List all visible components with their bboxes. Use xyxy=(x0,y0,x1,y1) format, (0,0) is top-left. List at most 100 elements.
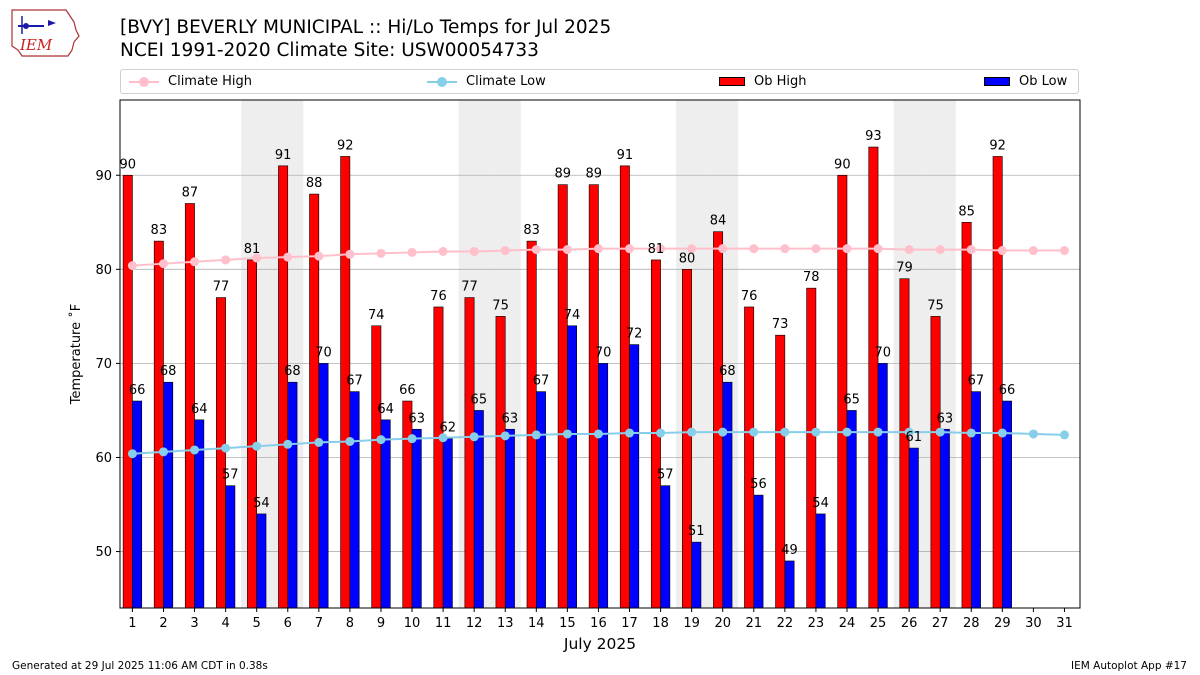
climate-low-point-1 xyxy=(127,449,137,459)
ob-high-bar-19 xyxy=(682,269,692,609)
ob-low-label-19: 51 xyxy=(688,524,705,539)
climate-high-point-18 xyxy=(656,244,666,254)
xtick-label-24: 24 xyxy=(839,616,856,631)
xtick-label-27: 27 xyxy=(932,616,949,631)
xtick-label-19: 19 xyxy=(683,616,700,631)
climate-low-point-6 xyxy=(283,439,293,449)
ob-low-bar-9 xyxy=(380,419,391,609)
xtick-label-14: 14 xyxy=(528,616,545,631)
xtick-label-18: 18 xyxy=(652,616,669,631)
ob-low-bar-15 xyxy=(567,325,577,609)
ob-high-bar-6 xyxy=(278,165,289,609)
climate-high-point-14 xyxy=(531,245,541,255)
ob-low-label-1: 66 xyxy=(129,383,146,398)
ytick-label-60: 60 xyxy=(95,451,112,466)
xtick-label-15: 15 xyxy=(559,616,576,631)
chart-title: [BVY] BEVERLY MUNICIPAL :: Hi/Lo Temps f… xyxy=(120,17,612,38)
plot-frame xyxy=(119,99,1081,609)
climate-lines xyxy=(127,244,1069,459)
ob-low-bar-28 xyxy=(970,391,981,609)
climate-low-point-31 xyxy=(1059,430,1069,440)
ob-high-label-13: 75 xyxy=(492,298,509,313)
data-labels: 90 66 83 68 87 64 77 57 81 54 91 68 88 70 92 67 74 64 66 63… xyxy=(119,129,1015,558)
ob-low-bar-1 xyxy=(132,400,143,609)
ob-low-bar-7 xyxy=(318,363,329,609)
ob-high-bar-4 xyxy=(216,297,226,609)
climate-high-point-5 xyxy=(252,253,262,263)
ob-low-bar-4 xyxy=(225,485,236,609)
logo-text: IEM xyxy=(19,36,53,54)
climate-low-point-22 xyxy=(780,427,790,437)
climate-low-point-30 xyxy=(1028,429,1038,439)
ob-high-label-19: 80 xyxy=(679,251,696,266)
ob-high-label-27: 75 xyxy=(927,298,944,313)
ob-low-bar-10 xyxy=(411,428,422,609)
ob-low-bar-8 xyxy=(349,391,360,609)
climate-high-point-20 xyxy=(718,244,728,254)
ob-high-label-24: 90 xyxy=(834,157,851,172)
ob-low-label-20: 68 xyxy=(719,364,736,379)
ob-high-label-23: 78 xyxy=(803,270,820,285)
ob-high-label-26: 79 xyxy=(896,261,913,276)
xtick-label-7: 7 xyxy=(315,616,323,631)
ob-high-label-12: 77 xyxy=(461,280,478,295)
climate-high-point-13 xyxy=(500,246,510,256)
ob-low-label-13: 63 xyxy=(502,411,519,426)
xtick-label-22: 22 xyxy=(777,616,794,631)
climate-low-point-29 xyxy=(997,428,1007,438)
ob-low-bar-22 xyxy=(784,560,795,609)
ob-high-bar-14 xyxy=(526,240,537,609)
climate-low-point-23 xyxy=(811,427,821,437)
ob-high-label-18: 81 xyxy=(648,242,665,257)
ob-low-bar-5 xyxy=(256,513,267,609)
ob-high-bar-13 xyxy=(495,316,506,609)
ytick-label-70: 70 xyxy=(95,357,112,372)
legend: Climate High Climate Low Ob High Ob Low xyxy=(120,69,1079,94)
ob-high-bar-25 xyxy=(868,146,879,609)
ob-low-bar-23 xyxy=(815,513,826,609)
ob-low-label-4: 57 xyxy=(222,468,239,483)
ob-low-bar-2 xyxy=(163,381,174,609)
climate-low-point-4 xyxy=(221,443,231,453)
legend-climate-high-label: Climate High xyxy=(168,74,253,89)
climate-low-point-14 xyxy=(531,430,541,440)
ob-low-label-29: 66 xyxy=(999,383,1016,398)
ob-high-label-1: 90 xyxy=(119,157,136,172)
ob-high-label-28: 85 xyxy=(958,204,975,219)
ob-high-label-25: 93 xyxy=(865,129,882,144)
legend-ob-low: Ob Low xyxy=(984,70,1067,93)
legend-climate-low: Climate Low xyxy=(427,70,546,93)
ob-high-label-10: 66 xyxy=(399,383,416,398)
xtick-label-31: 31 xyxy=(1056,616,1073,631)
ob-high-label-20: 84 xyxy=(710,214,727,229)
climate-low-point-18 xyxy=(656,428,666,438)
climate-high-point-22 xyxy=(780,244,790,254)
ob-low-bar-24 xyxy=(846,410,857,609)
ob-high-label-21: 76 xyxy=(741,289,758,304)
climate-high-point-17 xyxy=(625,244,635,254)
climate-low-point-20 xyxy=(718,427,728,437)
climate-high-point-23 xyxy=(811,244,821,254)
ob-high-bar-28 xyxy=(961,221,972,609)
climate-high-point-30 xyxy=(1028,246,1038,256)
climate-high-point-15 xyxy=(562,245,572,255)
xtick-label-3: 3 xyxy=(190,616,198,631)
climate-high-point-4 xyxy=(221,255,231,265)
ob-low-bar-13 xyxy=(504,428,515,609)
ob-high-label-6: 91 xyxy=(275,148,292,163)
ob-low-label-15: 74 xyxy=(564,308,581,323)
ob-high-label-9: 74 xyxy=(368,308,385,323)
legend-ob-low-label: Ob Low xyxy=(1019,74,1068,89)
xtick-label-8: 8 xyxy=(346,616,354,631)
xtick-label-23: 23 xyxy=(808,616,825,631)
ob-low-label-16: 70 xyxy=(595,345,612,360)
ob-high-label-17: 91 xyxy=(617,148,634,163)
climate-high-point-3 xyxy=(190,257,200,267)
climate-high-point-6 xyxy=(283,252,293,262)
iem-logo: IEM xyxy=(11,9,80,57)
xtick-label-6: 6 xyxy=(284,616,292,631)
climate-low-point-8 xyxy=(345,436,355,446)
ob-low-label-7: 70 xyxy=(315,345,332,360)
climate-low-point-2 xyxy=(158,447,168,457)
climate-high-point-31 xyxy=(1059,246,1069,256)
